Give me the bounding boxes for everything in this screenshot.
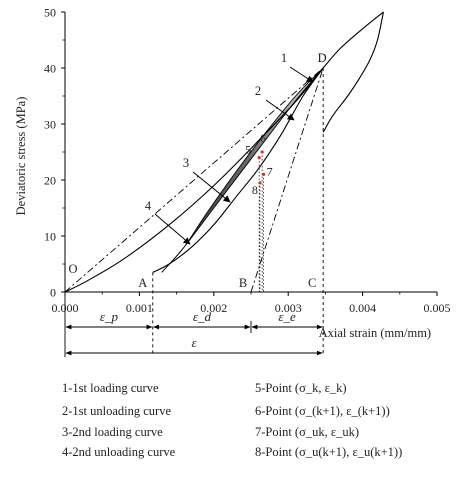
point-6-marker bbox=[260, 150, 264, 154]
point-8-marker bbox=[258, 181, 262, 185]
outer-loading-curve bbox=[322, 11, 384, 69]
legend-item: 4-2nd unloading curve bbox=[62, 445, 176, 459]
second-loop-fill bbox=[161, 67, 324, 273]
curve-1-pointer bbox=[289, 66, 314, 83]
point-5-marker bbox=[257, 156, 261, 160]
legend-item: 7-Point (σ_uk, ε_uk) bbox=[255, 425, 359, 439]
curve-4-pointer bbox=[154, 213, 191, 245]
x-tick-label: 0.004 bbox=[349, 301, 376, 315]
curve-2-pointer bbox=[265, 99, 295, 121]
x-tick-label: 0.005 bbox=[424, 301, 451, 315]
epsilon-total-label: ε bbox=[192, 335, 198, 350]
legend-item: 1-1st loading curve bbox=[62, 381, 159, 395]
curve-label-4: 4 bbox=[145, 199, 152, 213]
legend-item: 2-1st unloading curve bbox=[62, 404, 172, 418]
x-tick-label: 0.003 bbox=[275, 301, 302, 315]
b-to-d-elastic-line bbox=[250, 67, 324, 293]
x-tick-label: 0.002 bbox=[200, 301, 227, 315]
x-axis-label: Axial strain (mm/mm) bbox=[319, 326, 431, 340]
point-7-marker bbox=[262, 172, 266, 176]
epsilon-e-label: ε_e bbox=[278, 309, 296, 324]
point-label-c: C bbox=[308, 276, 316, 290]
curve-label-1: 1 bbox=[281, 51, 287, 65]
y-tick-label: 20 bbox=[44, 174, 56, 188]
epsilon-d-label: ε_d bbox=[193, 309, 212, 324]
marker-label-7: 7 bbox=[267, 164, 273, 178]
curve-label-3: 3 bbox=[183, 156, 189, 170]
curve-3-pointer bbox=[192, 171, 231, 203]
legend-item: 6-Point (σ_(k+1), ε_(k+1)) bbox=[255, 404, 390, 418]
y-tick-label: 50 bbox=[44, 6, 56, 20]
y-tick-label: 40 bbox=[44, 62, 56, 76]
x-tick-label: 0.001 bbox=[126, 301, 153, 315]
y-axis-label: Deviatoric stress (MPa) bbox=[14, 97, 28, 216]
marker-label-6: 6 bbox=[260, 131, 266, 145]
y-tick-label: 10 bbox=[44, 230, 56, 244]
point-label-o: O bbox=[68, 262, 77, 276]
o-to-d-chord-line bbox=[64, 67, 324, 293]
point-label-d: D bbox=[318, 51, 327, 65]
marker-label-5: 5 bbox=[245, 143, 251, 157]
marker-label-8: 8 bbox=[252, 183, 258, 197]
outer-unloading-curve bbox=[322, 11, 384, 133]
y-tick-label: 0 bbox=[50, 286, 56, 300]
y-tick-label: 30 bbox=[44, 118, 56, 132]
legend-item: 8-Point (σ_u(k+1), ε_u(k+1)) bbox=[255, 445, 403, 459]
first-unloading-curve bbox=[152, 67, 324, 273]
first-loading-curve bbox=[64, 67, 324, 293]
legend-item: 5-Point (σ_k, ε_k) bbox=[255, 381, 347, 395]
point-label-a: A bbox=[138, 276, 147, 290]
epsilon-p-label: ε_p bbox=[100, 309, 119, 324]
point-label-b: B bbox=[239, 276, 247, 290]
curve-label-2: 2 bbox=[255, 84, 261, 98]
legend-item: 3-2nd loading curve bbox=[62, 425, 163, 439]
